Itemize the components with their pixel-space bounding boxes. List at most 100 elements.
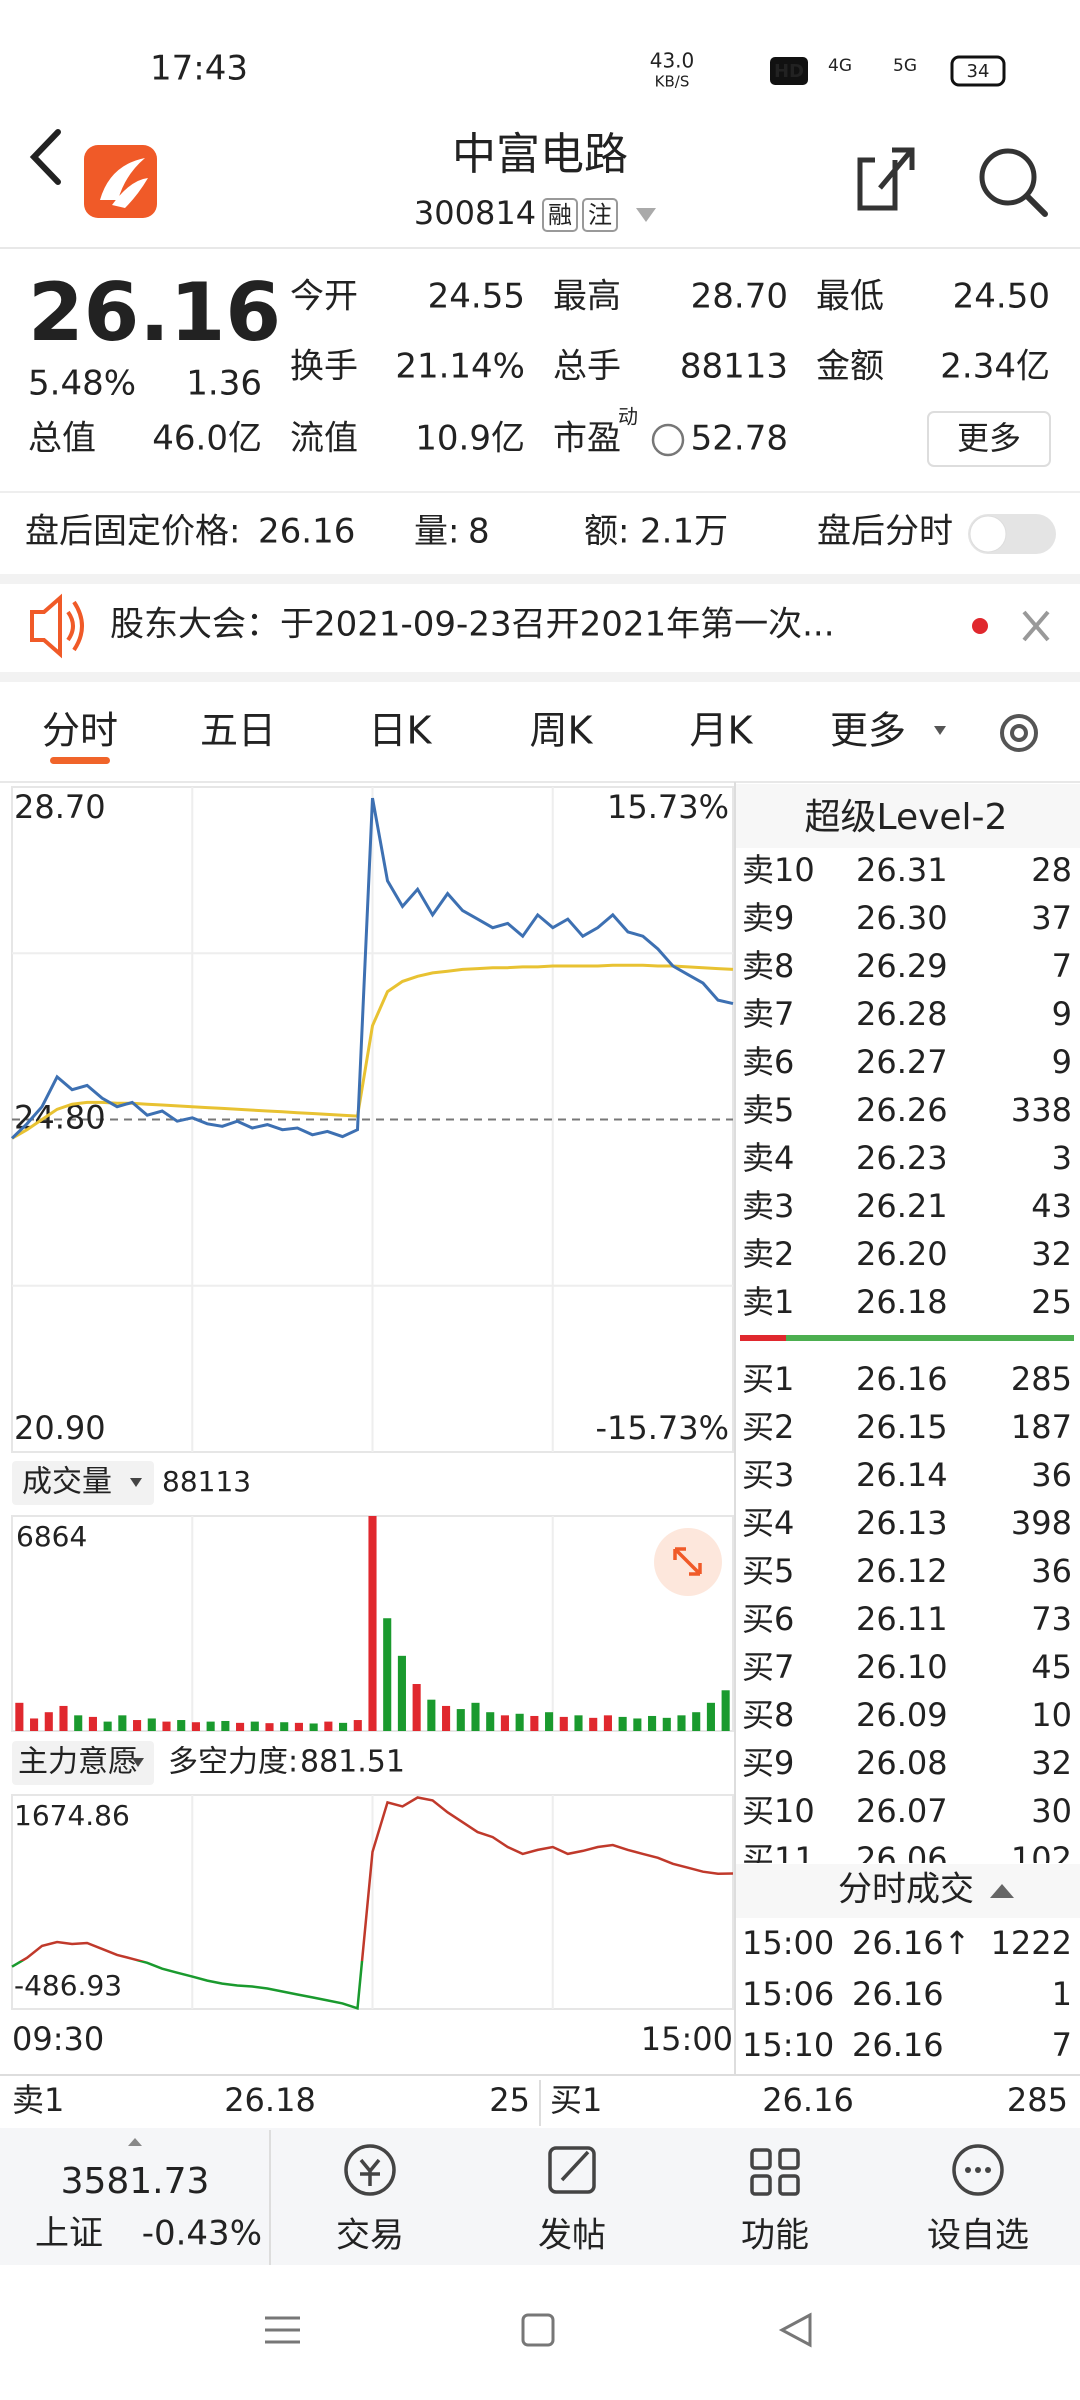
stat-value: 28.70 bbox=[691, 277, 788, 317]
volume-bar bbox=[383, 1618, 392, 1731]
dropdown-arrow bbox=[130, 1478, 142, 1487]
settings-button[interactable] bbox=[1000, 714, 1038, 752]
code-dropdown[interactable] bbox=[636, 208, 656, 222]
after-hours-label: 盘后固定价格: bbox=[25, 512, 240, 552]
tab[interactable]: 分时 bbox=[42, 709, 118, 753]
sim1-label: 4G bbox=[828, 56, 852, 76]
ask-volume: 9 bbox=[1052, 1043, 1072, 1081]
badge: 注 bbox=[588, 201, 612, 229]
ask-label: 卖10 bbox=[742, 851, 815, 889]
system-nav[interactable] bbox=[265, 2312, 812, 2348]
stat-value: 52.78 bbox=[691, 419, 788, 459]
volume-bar bbox=[574, 1715, 583, 1731]
side-label: 卖1 bbox=[12, 2081, 64, 2119]
stat-value: 2.34亿 bbox=[940, 347, 1050, 387]
battery bbox=[950, 55, 1006, 87]
after-hours-amt-label: 额: bbox=[584, 512, 629, 552]
flow-metric: 881.51 bbox=[300, 1745, 405, 1780]
hd-label: HD bbox=[774, 61, 804, 82]
tab[interactable]: 月K bbox=[690, 709, 754, 753]
volume-bar bbox=[368, 1516, 377, 1731]
back-button[interactable] bbox=[29, 129, 61, 185]
stat-value: 88113 bbox=[680, 347, 788, 387]
nav-item[interactable]: 设自选 bbox=[927, 2216, 1029, 2256]
volume-bar bbox=[250, 1721, 259, 1731]
price-line bbox=[10, 797, 734, 1140]
index-arrow bbox=[128, 2138, 142, 2146]
bid-volume: 285 bbox=[1011, 1360, 1072, 1398]
stat-label: 换手 bbox=[290, 347, 358, 387]
stock-name: 中富电路 bbox=[452, 129, 628, 180]
volume-bar bbox=[662, 1717, 671, 1731]
trade-time: 15:10 bbox=[742, 2026, 834, 2064]
dropdown-arrow bbox=[132, 1758, 144, 1767]
tab[interactable]: 日K bbox=[369, 709, 433, 753]
bid-label: 买11 bbox=[742, 1840, 815, 1878]
after-hours-toggle-label: 盘后分时 bbox=[817, 512, 953, 552]
after-hours-price: 26.16 bbox=[258, 512, 355, 552]
battery-level: 34 bbox=[967, 61, 990, 82]
ask-price: 26.18 bbox=[856, 1283, 948, 1321]
after-hours-vol: 8 bbox=[468, 512, 490, 552]
volume-bar bbox=[206, 1721, 215, 1731]
search-button[interactable] bbox=[979, 148, 1048, 217]
tab[interactable]: 更多 bbox=[830, 709, 906, 753]
ask-label: 卖6 bbox=[742, 1043, 794, 1081]
more-button[interactable] bbox=[927, 411, 1051, 467]
hd-badge bbox=[770, 57, 808, 85]
volume-bar bbox=[692, 1712, 701, 1731]
ask-label: 卖2 bbox=[742, 1235, 794, 1273]
y2-tick-label: 15.73% bbox=[607, 788, 729, 826]
tab-underline bbox=[50, 757, 110, 764]
nav-item[interactable]: 发帖 bbox=[538, 2216, 606, 2256]
ask-label: 卖9 bbox=[742, 899, 794, 937]
ask-volume: 25 bbox=[1031, 1283, 1072, 1321]
bid-volume: 45 bbox=[1031, 1648, 1072, 1686]
tab[interactable]: 周K bbox=[530, 709, 594, 753]
trades-title: 分时成交 bbox=[838, 1870, 974, 1910]
bid-label: 买3 bbox=[742, 1456, 794, 1494]
volume-bar bbox=[456, 1709, 465, 1731]
dropdown-box[interactable] bbox=[12, 1741, 154, 1785]
trade-price: 26.16↑ bbox=[852, 1924, 970, 1962]
change: 1.36 bbox=[186, 364, 262, 404]
volume-bar bbox=[294, 1722, 303, 1731]
bid-volume: 36 bbox=[1031, 1552, 1072, 1590]
gap bbox=[0, 574, 1080, 584]
volume-bar bbox=[677, 1715, 686, 1731]
stat-value: 46.0亿 bbox=[152, 419, 262, 459]
share-button[interactable] bbox=[857, 147, 915, 211]
volume-bar bbox=[648, 1715, 657, 1731]
nav-item[interactable]: 功能 bbox=[741, 2216, 809, 2256]
stat-label: 流值 bbox=[290, 419, 358, 459]
stat-label: 最低 bbox=[816, 277, 884, 317]
bid-volume: 187 bbox=[1011, 1408, 1072, 1446]
volume-bar bbox=[721, 1690, 730, 1731]
ask-price: 26.26 bbox=[856, 1091, 948, 1129]
volume-bar bbox=[324, 1721, 333, 1731]
volume-bar bbox=[339, 1722, 348, 1731]
bid-volume: 10 bbox=[1031, 1696, 1072, 1734]
unread-dot bbox=[972, 618, 988, 634]
volume-bar bbox=[133, 1720, 142, 1731]
flow-metric-label: 多空力度: bbox=[168, 1745, 298, 1780]
volume-bar bbox=[633, 1718, 642, 1731]
stat-label: 总值 bbox=[28, 419, 96, 459]
ask-price: 26.23 bbox=[856, 1139, 948, 1177]
sim2-label: 5G bbox=[893, 56, 917, 76]
level2-header bbox=[736, 784, 1080, 848]
y-tick-label: 1674.86 bbox=[14, 1799, 130, 1832]
dropdown-box[interactable] bbox=[12, 1461, 154, 1505]
volume-bar bbox=[412, 1684, 421, 1731]
net-unit: KB/S bbox=[655, 73, 690, 91]
close-button[interactable] bbox=[1022, 610, 1050, 642]
volume-bar bbox=[265, 1723, 274, 1731]
volume-total: 88113 bbox=[162, 1465, 251, 1498]
ask-label: 卖5 bbox=[742, 1091, 794, 1129]
tab[interactable]: 五日 bbox=[200, 709, 276, 753]
nav-item[interactable]: 交易 bbox=[336, 2216, 404, 2256]
bid-price: 26.16 bbox=[856, 1360, 948, 1398]
ask-volume: 7 bbox=[1052, 947, 1072, 985]
index-change: -0.43% bbox=[142, 2214, 262, 2254]
